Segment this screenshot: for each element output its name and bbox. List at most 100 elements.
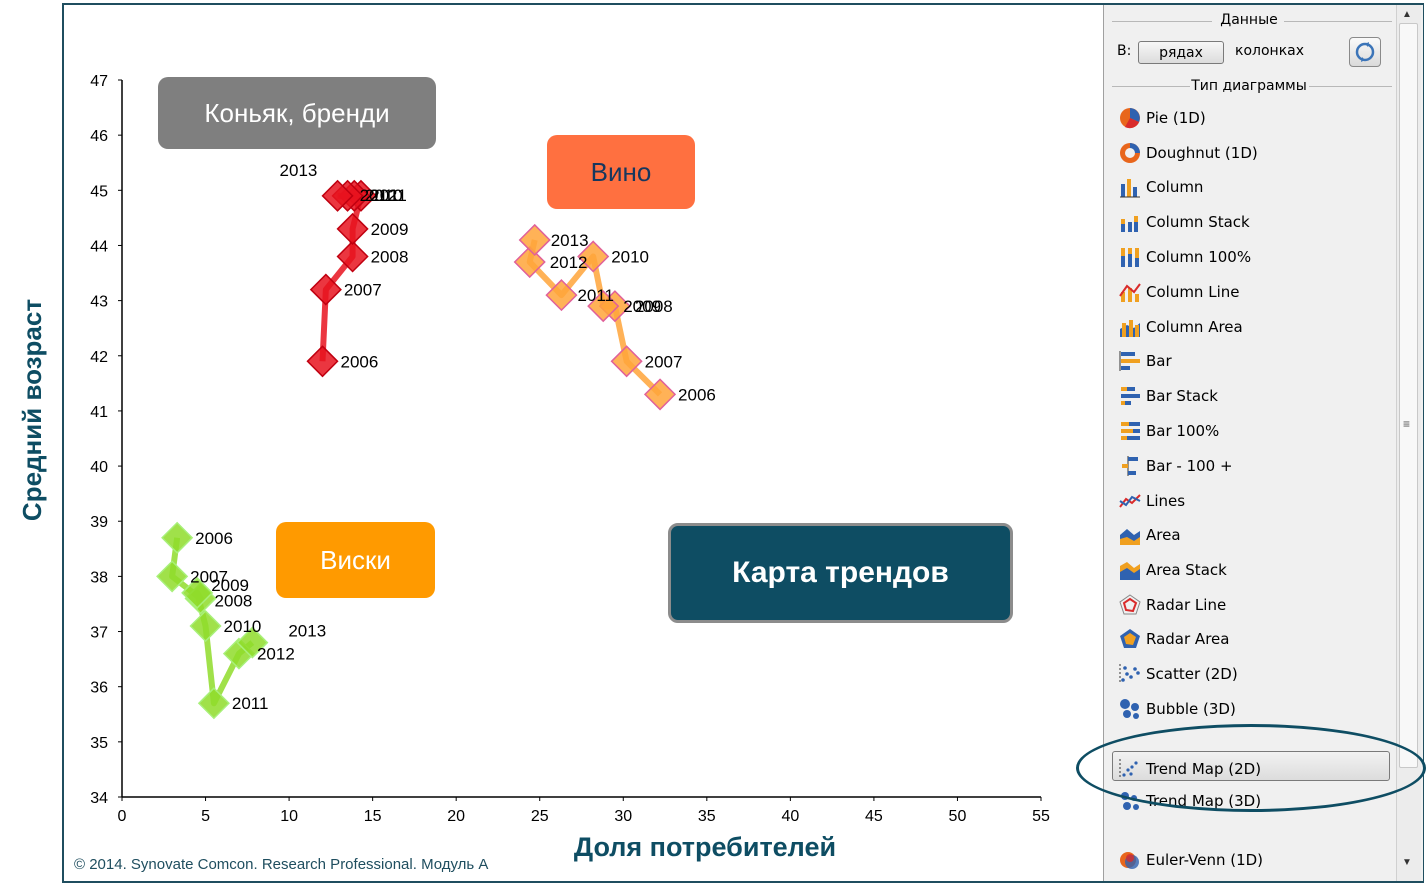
highlight-ellipse [1076, 724, 1426, 812]
data-point-marker [577, 240, 610, 273]
data-point-label: 2011 [370, 186, 407, 205]
data-point-label: 2008 [635, 297, 673, 316]
y-tick-label: 42 [90, 349, 108, 366]
data-point-label: 2006 [341, 352, 379, 371]
chart-type-item[interactable]: Bar Stack [1118, 382, 1218, 410]
x-tick-label: 50 [949, 808, 967, 825]
group-divider [1112, 21, 1212, 22]
data-point-label: 2007 [344, 281, 382, 300]
columns-option[interactable]: колонках [1235, 43, 1305, 59]
data-point-label: 2011 [577, 286, 614, 305]
chart-type-item[interactable]: Radar Line [1118, 591, 1226, 619]
chart-type-label: Pie (1D) [1146, 109, 1206, 127]
data-point-label: 2008 [215, 591, 253, 610]
data-point-label: 2013 [551, 231, 589, 250]
chart-type-label: Radar Line [1146, 596, 1227, 614]
y-tick-label: 45 [90, 183, 108, 200]
radar-line-chart-icon [1119, 594, 1141, 615]
group-divider [1112, 86, 1190, 87]
y-axis-title: Средний возраст [17, 298, 47, 522]
data-point-label: 2010 [224, 617, 262, 636]
group-divider [1309, 86, 1392, 87]
data-point-marker [336, 240, 369, 273]
scroll-thumb[interactable] [1399, 23, 1418, 768]
data-point-label: 2007 [190, 567, 228, 586]
y-tick-label: 44 [90, 238, 108, 255]
chart-type-group-title: Тип диаграммы [1191, 78, 1307, 94]
data-point-marker [189, 609, 222, 643]
data-point-marker [306, 345, 339, 378]
column-stack-chart-icon [1121, 216, 1138, 232]
data-point-label: 2010 [365, 186, 403, 205]
data-point-label: 2013 [288, 622, 326, 641]
euler-venn-icon [1120, 852, 1139, 869]
scatter-chart-icon [1119, 664, 1140, 684]
radar-area-chart-icon [1120, 629, 1140, 648]
chart-type-label: Scatter (2D) [1146, 665, 1238, 683]
data-point-marker [336, 212, 369, 245]
column-chart-icon [1120, 179, 1140, 198]
chart-type-item[interactable]: Column Area [1118, 313, 1243, 341]
wine-label: Вино [547, 135, 695, 209]
column-100-chart-icon [1121, 248, 1139, 267]
chart-type-item[interactable]: Bar - 100 + [1118, 452, 1233, 480]
chart-type-label: Column Area [1146, 318, 1243, 336]
x-tick-label: 35 [698, 808, 716, 825]
rows-button[interactable]: рядах [1138, 41, 1224, 64]
chart-type-item[interactable]: Bubble (3D) [1118, 695, 1236, 723]
chart-type-item[interactable]: Column [1118, 173, 1203, 201]
chart-type-label: Column Stack [1146, 213, 1250, 231]
data-point-label: 2012 [360, 186, 398, 205]
x-tick-label: 45 [865, 808, 883, 825]
data-point-marker [161, 521, 194, 554]
trend-map-title-label: Карта трендов [668, 523, 1013, 623]
bar-stack-chart-icon [1121, 387, 1140, 405]
chart-type-item[interactable]: Bar [1118, 347, 1172, 375]
y-tick-label: 41 [90, 404, 108, 421]
chart-type-item[interactable]: Column 100% [1118, 243, 1251, 271]
scroll-down-icon[interactable]: ▼ [1402, 857, 1412, 868]
cognac-brandy-label: Коньяк, бренди [158, 77, 436, 149]
chart-type-item[interactable]: Bar 100% [1118, 417, 1219, 445]
grip-icon: ≡ [1403, 417, 1411, 431]
y-tick-label: 40 [90, 459, 108, 476]
scroll-up-icon[interactable]: ▲ [1402, 9, 1412, 20]
chart-type-label: Bar [1146, 352, 1172, 370]
chart-type-label: Bar 100% [1146, 422, 1220, 440]
column-area-chart-icon [1120, 320, 1140, 337]
area-chart-icon [1120, 529, 1140, 545]
y-tick-label: 35 [90, 735, 108, 752]
chart-type-label: Column [1146, 178, 1204, 196]
chart-type-item[interactable]: Doughnut (1D) [1118, 139, 1258, 167]
data-point-marker [643, 378, 677, 411]
chart-type-item[interactable]: Lines [1118, 487, 1185, 515]
data-point-label: 2009 [371, 220, 409, 239]
data-point-label: 2011 [232, 694, 269, 713]
refresh-button[interactable] [1349, 37, 1381, 67]
data-point-marker [545, 279, 578, 312]
y-tick-label: 47 [90, 73, 108, 90]
chart-type-label: Column 100% [1146, 248, 1252, 266]
chart-type-label: Lines [1146, 492, 1186, 510]
panel-scrollbar[interactable]: ▲ ≡ ▼ [1396, 5, 1421, 881]
chart-type-item[interactable]: Area Stack [1118, 556, 1227, 584]
in-label: В: [1117, 43, 1132, 59]
data-point-label: 2010 [611, 247, 649, 266]
chart-type-item[interactable]: Column Line [1118, 278, 1239, 306]
chart-type-item[interactable]: Euler-Venn (1D) [1118, 846, 1263, 874]
chart-type-item[interactable]: Column Stack [1118, 208, 1250, 236]
chart-type-item[interactable]: Area [1118, 521, 1181, 549]
x-tick-label: 30 [614, 808, 632, 825]
whisky-label: Виски [276, 522, 435, 598]
data-point-marker [197, 687, 230, 720]
data-point-marker [236, 626, 269, 659]
data-point-label: 2006 [195, 529, 233, 548]
chart-type-item[interactable]: Scatter (2D) [1118, 660, 1238, 688]
chart-type-item[interactable]: Pie (1D) [1118, 104, 1206, 132]
group-divider [1284, 21, 1392, 22]
data-point-label: 2009 [211, 576, 249, 595]
chart-type-item[interactable]: Radar Area [1118, 625, 1229, 653]
